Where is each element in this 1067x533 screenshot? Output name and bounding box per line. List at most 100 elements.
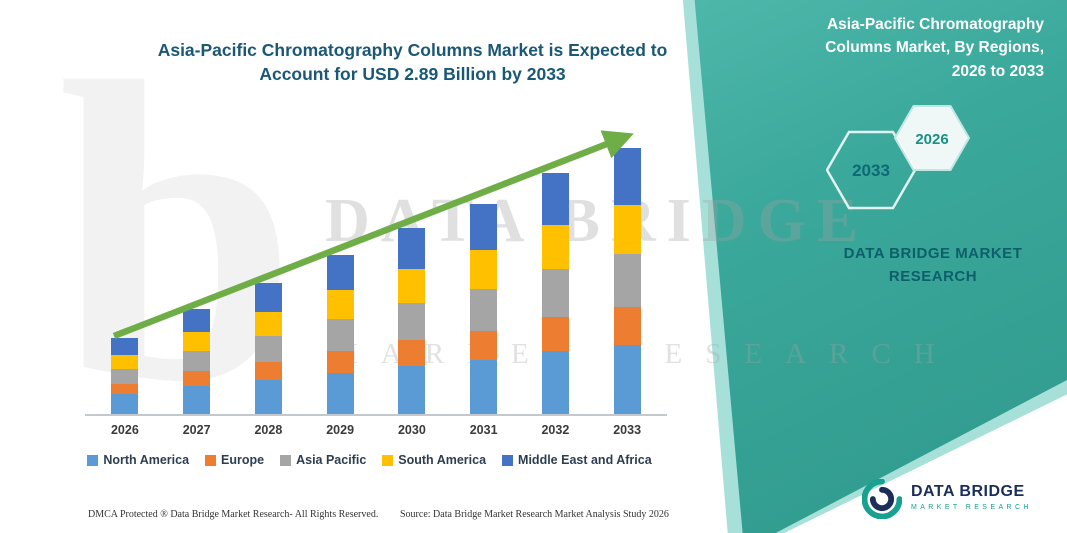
bar-segment-south-america <box>541 225 569 269</box>
hexagon-2026 <box>893 105 971 171</box>
stacked-bar-2032 <box>541 173 569 414</box>
company-logo: DATA BRIDGE MARKET RESEARCH <box>862 479 1032 519</box>
legend-label: South America <box>398 453 487 467</box>
bar-segment-middle-east-and-africa <box>398 228 426 269</box>
bar-segment-south-america <box>254 312 282 336</box>
bar-segment-middle-east-and-africa <box>613 148 641 205</box>
bar-segment-north-america <box>111 394 139 414</box>
bar-slot-2029: 2029 <box>304 117 376 437</box>
bar-segment-south-america <box>613 205 641 254</box>
stacked-bar-2027 <box>183 309 211 414</box>
stacked-bar-chart: 2026 2027 2028 2029 2030 2031 2032 2033 <box>89 117 663 437</box>
bar-segment-asia-pacific <box>541 269 569 317</box>
side-panel-title: Asia-Pacific Chromatography Columns Mark… <box>825 16 1044 80</box>
bar-segment-europe <box>111 384 139 394</box>
bar-segment-middle-east-and-africa <box>470 204 498 250</box>
logo-name: DATA BRIDGE <box>911 483 1025 500</box>
hexagon-2033 <box>826 130 917 210</box>
bar-segment-europe <box>183 371 211 386</box>
legend-swatch-icon <box>280 454 292 466</box>
legend-label: Asia Pacific <box>296 453 367 467</box>
x-axis-label-2032: 2032 <box>541 423 570 437</box>
legend-item-middle-east-and-africa: Middle East and Africa <box>502 453 652 467</box>
stacked-bar-2028 <box>254 283 282 414</box>
x-axis-label-2026: 2026 <box>110 423 139 437</box>
dmca-notice: DMCA Protected ® Data Bridge Market Rese… <box>88 509 379 520</box>
bar-segment-south-america <box>398 269 426 303</box>
bar-slot-2026: 2026 <box>89 117 161 437</box>
bar-segment-asia-pacific <box>254 336 282 362</box>
x-axis-label-2027: 2027 <box>182 423 211 437</box>
bar-slot-2028: 2028 <box>233 117 305 437</box>
x-axis-label-2030: 2030 <box>397 423 426 437</box>
legend-label: North America <box>103 453 190 467</box>
bar-segment-north-america <box>613 345 641 414</box>
x-axis-label-2029: 2029 <box>326 423 355 437</box>
logo-tagline: MARKET RESEARCH <box>911 504 1032 511</box>
bar-segment-asia-pacific <box>326 319 354 351</box>
bar-segment-asia-pacific <box>613 254 641 307</box>
stacked-bar-2031 <box>470 204 498 414</box>
legend-item-north-america: North America <box>87 453 189 467</box>
bar-segment-north-america <box>541 351 569 414</box>
bar-segment-europe <box>398 340 426 366</box>
stacked-bar-2030 <box>398 228 426 414</box>
x-axis-label-2031: 2031 <box>469 423 498 437</box>
legend-swatch-icon <box>205 454 217 466</box>
x-axis-line <box>85 414 667 416</box>
bar-segment-north-america <box>183 386 211 414</box>
legend-label: Middle East and Africa <box>518 453 652 467</box>
bar-segment-north-america <box>326 373 354 414</box>
bar-segment-asia-pacific <box>183 351 211 371</box>
bar-segment-middle-east-and-africa <box>111 338 139 355</box>
bar-segment-europe <box>613 307 641 345</box>
chart-title: Asia-Pacific Chromatography Columns Mark… <box>90 38 735 86</box>
bar-segment-middle-east-and-africa <box>326 255 354 290</box>
bar-segment-europe <box>254 362 282 380</box>
legend-swatch-icon <box>502 454 514 466</box>
bar-segment-asia-pacific <box>398 303 426 340</box>
bar-segment-south-america <box>326 290 354 319</box>
bar-segment-asia-pacific <box>470 289 498 331</box>
bar-segment-middle-east-and-africa <box>254 283 282 312</box>
x-axis-label-2033: 2033 <box>613 423 642 437</box>
bar-slot-2027: 2027 <box>161 117 233 437</box>
bar-segment-south-america <box>111 355 139 369</box>
chart-title-line2: Account for USD 2.89 Billion by 2033 <box>259 64 566 85</box>
side-panel-brand-text: DATA BRIDGE MARKET RESEARCH <box>843 245 1023 285</box>
bar-segment-north-america <box>254 380 282 414</box>
legend-item-south-america: South America <box>382 453 486 467</box>
bar-segment-europe <box>470 331 498 360</box>
stacked-bar-2026 <box>111 338 139 414</box>
bar-segment-middle-east-and-africa <box>541 173 569 225</box>
source-notice: Source: Data Bridge Market Research Mark… <box>400 509 669 520</box>
chart-legend: North America Europe Asia Pacific South Ame… <box>62 453 677 467</box>
legend-item-europe: Europe <box>205 453 264 467</box>
bar-segment-europe <box>326 351 354 373</box>
bar-slot-2032: 2032 <box>520 117 592 437</box>
bar-segment-middle-east-and-africa <box>183 309 211 332</box>
stacked-bar-2033 <box>613 148 641 414</box>
stacked-bar-2029 <box>326 255 354 414</box>
bar-segment-europe <box>541 317 569 351</box>
year-hexagons: 2033 2026 <box>826 105 971 210</box>
hexagon-2033-label: 2033 <box>852 161 890 180</box>
logo-text: DATA BRIDGE MARKET RESEARCH <box>911 483 1032 511</box>
bar-slot-2031: 2031 <box>448 117 520 437</box>
legend-item-asia-pacific: Asia Pacific <box>280 453 366 467</box>
bar-segment-south-america <box>183 332 211 351</box>
bar-slot-2033: 2033 <box>591 117 663 437</box>
logo-b-swirl-icon <box>862 479 902 519</box>
bar-slot-2030: 2030 <box>376 117 448 437</box>
legend-swatch-icon <box>382 454 394 466</box>
x-axis-label-2028: 2028 <box>254 423 283 437</box>
hexagon-2026-label: 2026 <box>915 131 948 148</box>
bar-segment-north-america <box>470 360 498 414</box>
legend-swatch-icon <box>87 454 99 466</box>
legend-label: Europe <box>221 453 265 467</box>
chart-title-line1: Asia-Pacific Chromatography Columns Mark… <box>157 40 668 60</box>
bar-segment-asia-pacific <box>111 369 139 384</box>
bar-segment-south-america <box>470 250 498 289</box>
bar-segment-north-america <box>398 366 426 414</box>
